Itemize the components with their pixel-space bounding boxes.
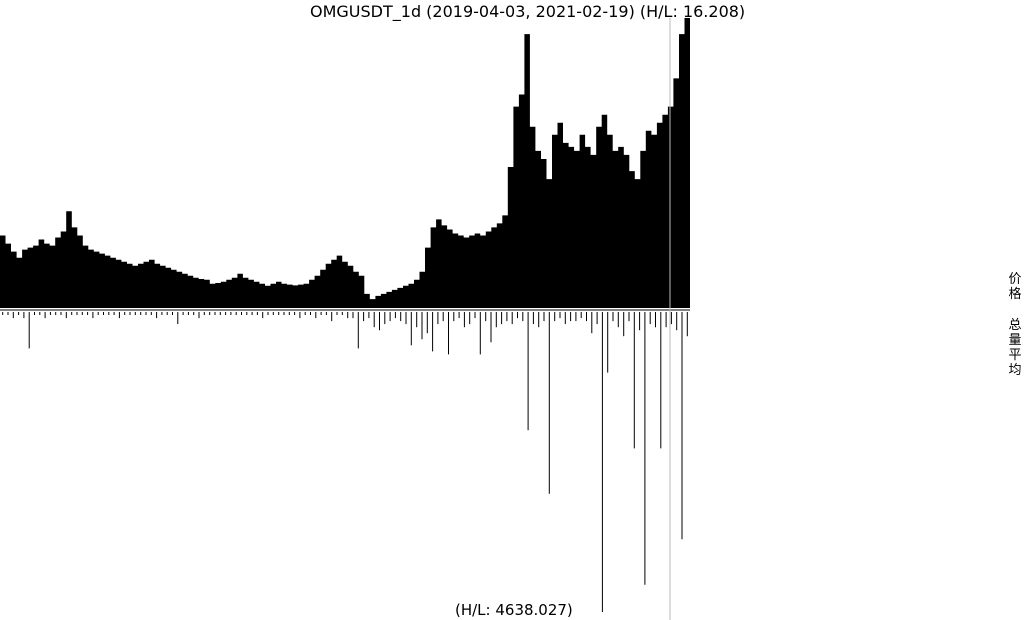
volume-hl-label: (H/L: 4638.027) [455,601,573,619]
price-area [0,18,690,308]
side-label-price: 价格 [1008,272,1022,302]
chart-title: OMGUSDT_1d (2019-04-03, 2021-02-19) (H/L… [310,2,746,21]
side-label-volume: 总量平均 [1008,318,1022,378]
